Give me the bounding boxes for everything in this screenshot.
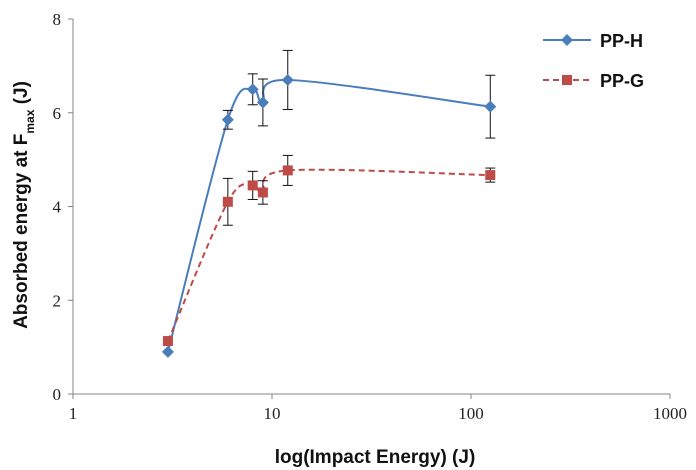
y-axis-title-suffix: (J) (11, 81, 32, 110)
y-tick-label: 6 (53, 104, 62, 123)
x-tick-label: 10 (264, 404, 281, 423)
legend: PP-H PP-G (543, 31, 644, 91)
y-tick-label: 8 (53, 10, 62, 29)
data-point (484, 100, 497, 113)
data-point (256, 96, 269, 109)
legend-marker (562, 75, 572, 85)
series-line (167, 168, 491, 342)
y-axis-title: Absorbed energy at Fmax (J) (11, 81, 37, 329)
data-point (247, 180, 258, 191)
data-point (281, 73, 294, 86)
data-point (246, 83, 259, 96)
legend-label: PP-H (600, 31, 643, 51)
y-tick-label: 4 (53, 198, 62, 217)
data-point (257, 187, 268, 198)
y-axis-title-main: Absorbed energy at F (11, 134, 32, 329)
series-line (166, 78, 491, 353)
legend-label: PP-G (600, 71, 644, 91)
y-tick-label: 2 (53, 291, 62, 310)
axes: 0 2 4 6 8 1 10 100 1000 (53, 10, 688, 423)
x-tick-label: 1 (69, 404, 78, 423)
legend-item-pp-g: PP-G (543, 71, 644, 91)
data-point (485, 170, 496, 181)
data-point (282, 165, 293, 176)
data-point (162, 336, 173, 347)
y-tick-label: 0 (53, 385, 62, 404)
series-pp-g (162, 154, 496, 347)
legend-item-pp-h: PP-H (543, 31, 643, 51)
series-layer (161, 49, 497, 358)
y-axis-title-subscript: max (23, 109, 37, 133)
x-tick-label: 100 (458, 404, 484, 423)
series-pp-h (161, 49, 497, 358)
x-tick-label: 1000 (653, 404, 687, 423)
legend-marker (561, 34, 573, 46)
x-axis-title: log(Impact Energy) (J) (275, 447, 476, 468)
data-point (221, 113, 234, 126)
data-point (222, 196, 233, 207)
data-point (161, 345, 174, 358)
